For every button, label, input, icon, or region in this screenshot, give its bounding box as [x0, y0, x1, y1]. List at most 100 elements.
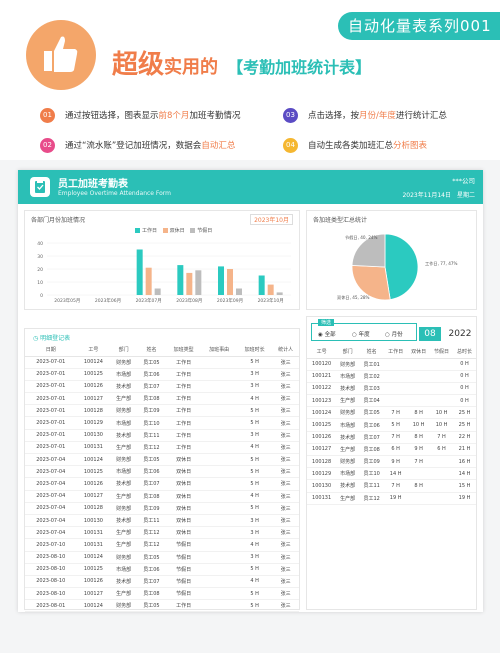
- table-cell: 张三: [272, 416, 299, 430]
- table-cell: 16 H: [453, 455, 476, 469]
- table-cell: 100126: [76, 477, 111, 491]
- table-row[interactable]: 2023-07-04 100125 市场部 员工06 双休日 5 H 张三: [25, 465, 299, 479]
- table-cell: 张三: [272, 587, 299, 601]
- filter-option-year[interactable]: ○ 年度: [352, 332, 370, 338]
- table-cell: 100124: [76, 356, 111, 369]
- table-cell: 张三: [272, 477, 299, 491]
- table-row[interactable]: 2023-07-04 100128 财务部 员工09 双休日 5 H 张三: [25, 502, 299, 515]
- table-row[interactable]: 2023-08-01 100124 财务部 员工05 工作日 5 H 张三: [25, 599, 299, 613]
- month-spinner[interactable]: 08: [419, 327, 441, 341]
- table-cell: 0 H: [453, 382, 476, 396]
- table-cell: 100125: [76, 563, 111, 576]
- table-cell: 节假日: [165, 551, 202, 564]
- table-cell: 5 H: [384, 418, 408, 432]
- table-row[interactable]: 2023-07-01 100128 财务部 员工09 工作日 5 H 张三: [25, 404, 299, 418]
- table-row[interactable]: 2023-07-04 100126 技术部 员工07 双休日 5 H 张三: [25, 477, 299, 491]
- table-cell: 5 H: [236, 502, 273, 515]
- table-row[interactable]: 2023-07-01 100125 市场部 员工06 工作日 3 H 张三: [25, 368, 299, 381]
- table-cell: 100127: [76, 587, 111, 601]
- table-row[interactable]: 100129 市场部 员工10 14 H 14 H: [307, 467, 476, 481]
- table-row[interactable]: 2023-07-01 100129 市场部 员工10 工作日 5 H 张三: [25, 416, 299, 430]
- table-cell: 5 H: [236, 477, 273, 491]
- table-cell: 19 H: [384, 492, 408, 505]
- table-cell: 100128: [307, 455, 337, 469]
- y-tick-label: 10: [37, 280, 43, 286]
- table-cell: 22 H: [453, 431, 476, 444]
- table-row[interactable]: 2023-08-10 100125 市场部 员工06 节假日 5 H 张三: [25, 563, 299, 576]
- x-tick-label: 2023年06月: [95, 297, 121, 304]
- table-row[interactable]: 2023-07-01 100131 生产部 员工12 工作日 4 H 张三: [25, 441, 299, 455]
- table-row[interactable]: 2023-07-01 100124 财务部 员工05 工作日 5 H 张三: [25, 356, 299, 369]
- table-cell: 100127: [307, 443, 337, 457]
- table-row[interactable]: 100122 技术部 员工03 0 H: [307, 382, 476, 396]
- table-row[interactable]: 2023-07-04 100127 生产部 员工08 双休日 4 H 张三: [25, 490, 299, 503]
- feature-text: 进行统计汇总: [395, 111, 447, 121]
- table-cell: 5 H: [236, 356, 273, 369]
- table-cell: 0 H: [453, 358, 476, 371]
- table-row[interactable]: 2023-07-04 100124 财务部 员工05 双休日 5 H 张三: [25, 453, 299, 467]
- pie-chart: 工作日, 77, 47% 双休日, 45, 28% 节假日, 40, 24%: [337, 233, 458, 301]
- table-row[interactable]: 100131 生产部 员工12 19 H 19 H: [307, 492, 476, 505]
- table-row[interactable]: 2023-08-10 100126 技术部 员工07 节假日 4 H 张三: [25, 575, 299, 589]
- table-cell: 25 H: [453, 406, 476, 420]
- table-cell: 2023-08-10: [25, 587, 77, 601]
- table-row[interactable]: 2023-07-04 100131 生产部 员工12 双休日 3 H 张三: [25, 526, 299, 540]
- table-cell: [201, 514, 237, 528]
- table-cell: 4 H: [236, 538, 273, 552]
- pie-slice: [351, 265, 391, 301]
- feature-number: 03: [283, 108, 298, 123]
- table-row[interactable]: 2023-07-10 100131 生产部 员工12 节假日 4 H 张三: [25, 538, 299, 552]
- table-cell: 0 H: [453, 370, 476, 383]
- table-cell: 6 H: [384, 443, 408, 457]
- table-cell: 7 H: [407, 455, 431, 469]
- table-cell: 员工05: [136, 599, 166, 613]
- pie-label: 节假日, 40, 24%: [345, 234, 378, 241]
- table-cell: [384, 358, 408, 371]
- series-tag: 自动化量表系列001: [338, 12, 500, 40]
- column-header: 工号: [307, 345, 337, 359]
- table-cell: 2023-07-04: [25, 526, 77, 540]
- clock-icon: ◷: [33, 335, 39, 342]
- bar: [177, 265, 184, 295]
- table-row[interactable]: 100125 市场部 员工06 5 H 10 H 10 H 25 H: [307, 418, 476, 432]
- pie-chart-title: 各加班类型汇总统计: [313, 217, 368, 224]
- table-row[interactable]: 100121 市场部 员工02 0 H: [307, 370, 476, 383]
- table-cell: 财务部: [110, 356, 137, 369]
- table-cell: 2023-07-01: [25, 416, 77, 430]
- column-header: 姓名: [359, 345, 385, 359]
- table-row[interactable]: 2023-08-10 100124 财务部 员工05 节假日 3 H 张三: [25, 551, 299, 564]
- table-cell: 2023-07-04: [25, 514, 77, 528]
- table-cell: 2023-07-01: [25, 368, 77, 381]
- table-cell: 张三: [272, 392, 299, 406]
- legend-item: 工作日: [135, 227, 157, 234]
- table-cell: 3 H: [236, 514, 273, 528]
- table-row[interactable]: 100123 生产部 员工04 0 H: [307, 394, 476, 408]
- table-cell: 2023-07-01: [25, 392, 77, 406]
- column-header: 加班类型: [165, 343, 202, 357]
- month-selector[interactable]: 2023年10月: [250, 214, 293, 225]
- table-row[interactable]: 2023-07-01 100126 技术部 员工07 工作日 3 H 张三: [25, 380, 299, 394]
- table-row[interactable]: 2023-07-01 100127 生产部 员工08 工作日 4 H 张三: [25, 392, 299, 406]
- bar: [136, 249, 143, 295]
- x-tick-label: 2023年05月: [54, 297, 80, 304]
- table-cell: 员工07: [359, 431, 385, 444]
- table-cell: 5 H: [236, 563, 273, 576]
- table-cell: 100125: [76, 465, 111, 479]
- column-header: 部门: [110, 343, 137, 357]
- table-cell: 生产部: [110, 392, 137, 406]
- table-row[interactable]: 100120 财务部 员工01 0 H: [307, 358, 476, 371]
- summary-table: 工号 部门 姓名 工作日 双休日 节假日 总时长 100120 财务部 员工01 0 H 10012…: [307, 345, 476, 505]
- table-cell: 6 H: [430, 443, 454, 457]
- table-row[interactable]: 2023-07-01 100130 技术部 员工11 工作日 3 H 张三: [25, 429, 299, 442]
- table-row[interactable]: 2023-07-04 100130 技术部 员工11 双休日 3 H 张三: [25, 514, 299, 528]
- table-cell: 100131: [76, 538, 111, 552]
- year-spinner[interactable]: 2022: [448, 329, 472, 339]
- filter-option-month[interactable]: ○ 月份: [385, 332, 403, 338]
- table-row[interactable]: 2023-08-10 100127 生产部 员工08 节假日 5 H 张三: [25, 587, 299, 601]
- filter-option-all[interactable]: ◉ 全部: [318, 332, 336, 338]
